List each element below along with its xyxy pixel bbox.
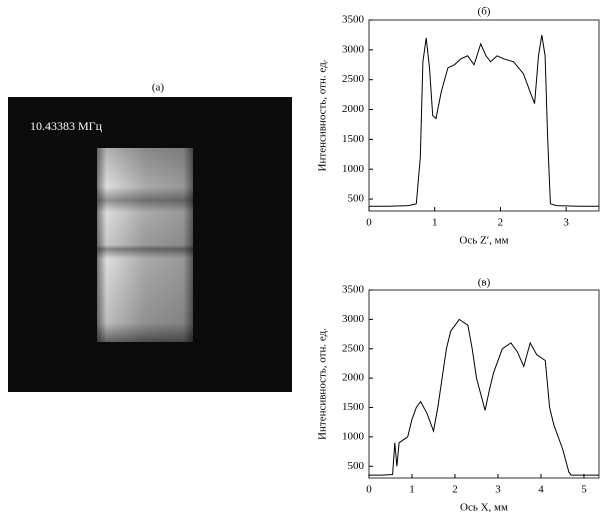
plot-frame: [368, 289, 600, 479]
data-line: [369, 318, 599, 476]
x-tick-label: 1: [409, 484, 415, 496]
x-tick-label: 5: [581, 484, 587, 496]
x-tick-label: 0: [366, 484, 372, 496]
y-tick-label: 3500: [342, 14, 365, 26]
sample-shading: [97, 148, 193, 342]
y-tick-label: 3000: [342, 43, 365, 55]
x-tick-label: 2: [498, 217, 504, 229]
chart-title: (б): [478, 6, 491, 18]
x-axis-label: Ось Z′, мм: [459, 235, 508, 247]
y-tick-label: 2500: [342, 73, 365, 85]
x-tick-label: 2: [452, 484, 458, 496]
y-tick-label: 500: [348, 193, 365, 205]
y-axis-label: Интенсивность, отн. ед.: [317, 328, 329, 440]
x-tick-label: 4: [538, 484, 544, 496]
data-line: [369, 34, 599, 207]
image-caption: 10.43383 МГц: [30, 119, 103, 133]
y-tick-label: 2000: [342, 103, 365, 115]
x-tick-label: 3: [495, 484, 501, 496]
panel-label: (а): [152, 82, 165, 94]
x-tick-label: 1: [432, 217, 438, 229]
plot-frame: [368, 19, 600, 212]
y-tick-label: 2500: [342, 342, 365, 354]
y-tick-label: 1500: [342, 133, 365, 145]
x-tick-label: 3: [563, 217, 569, 229]
y-tick-label: 1000: [342, 163, 365, 175]
chart-title: (в): [478, 277, 491, 289]
x-axis-label: Ось X, мм: [460, 502, 508, 514]
y-tick-label: 3000: [342, 313, 365, 325]
y-tick-label: 3500: [342, 284, 365, 296]
y-tick-label: 1500: [342, 401, 365, 413]
y-tick-label: 2000: [342, 372, 365, 384]
y-axis-label: Интенсивность, отн. ед.: [317, 59, 329, 171]
x-tick-label: 0: [366, 217, 372, 229]
y-tick-label: 500: [348, 460, 365, 472]
y-tick-label: 1000: [342, 430, 365, 442]
